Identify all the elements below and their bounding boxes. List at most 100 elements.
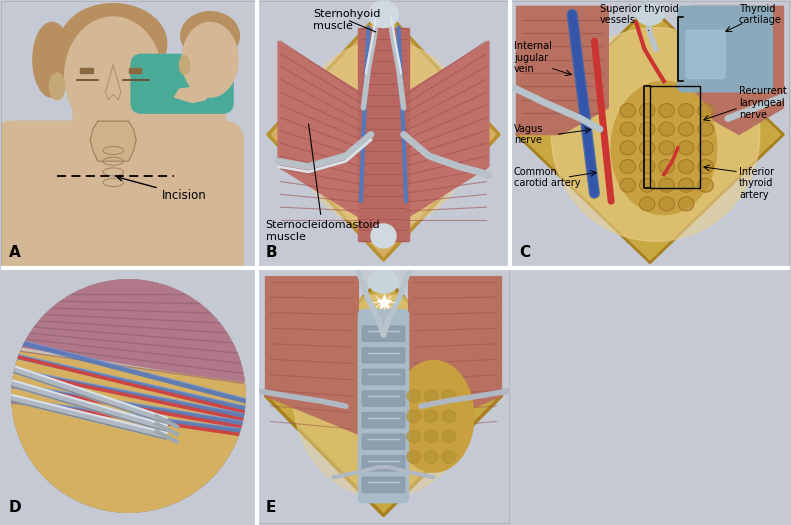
Ellipse shape: [679, 178, 694, 192]
Text: D: D: [9, 500, 21, 516]
Ellipse shape: [369, 270, 399, 293]
Ellipse shape: [371, 224, 396, 248]
Text: B: B: [266, 245, 277, 260]
Text: Superior thyroid
vessels: Superior thyroid vessels: [600, 4, 679, 30]
Ellipse shape: [640, 197, 655, 211]
Polygon shape: [90, 121, 136, 161]
Ellipse shape: [698, 141, 713, 155]
Polygon shape: [80, 68, 93, 73]
Text: Thyroid
cartilage: Thyroid cartilage: [739, 4, 782, 25]
Text: Sternohyoid
muscle: Sternohyoid muscle: [313, 9, 380, 32]
Ellipse shape: [620, 160, 635, 173]
Ellipse shape: [181, 12, 240, 60]
FancyBboxPatch shape: [362, 348, 405, 363]
Ellipse shape: [640, 122, 655, 136]
Ellipse shape: [65, 17, 161, 134]
Ellipse shape: [551, 28, 760, 242]
Text: Common
carotid artery: Common carotid artery: [514, 166, 581, 188]
Ellipse shape: [33, 23, 71, 97]
Text: Inferior
thyroid
artery: Inferior thyroid artery: [739, 166, 774, 200]
Polygon shape: [128, 68, 142, 73]
Circle shape: [11, 279, 246, 513]
Ellipse shape: [296, 41, 471, 228]
Polygon shape: [11, 350, 246, 513]
Ellipse shape: [442, 450, 456, 463]
Ellipse shape: [59, 4, 167, 84]
Text: Sternocleidomastoid
muscle: Sternocleidomastoid muscle: [266, 124, 380, 242]
Ellipse shape: [679, 197, 694, 211]
Ellipse shape: [659, 103, 674, 118]
Ellipse shape: [659, 178, 674, 192]
FancyBboxPatch shape: [362, 391, 405, 406]
Ellipse shape: [679, 160, 694, 173]
FancyBboxPatch shape: [362, 326, 405, 341]
Ellipse shape: [620, 103, 635, 118]
Ellipse shape: [611, 81, 717, 215]
Ellipse shape: [640, 141, 655, 155]
Text: Recurrent
laryngeal
nerve: Recurrent laryngeal nerve: [739, 87, 787, 120]
FancyBboxPatch shape: [362, 456, 405, 471]
Polygon shape: [266, 277, 358, 434]
Text: Vagus
nerve: Vagus nerve: [514, 124, 543, 145]
Ellipse shape: [620, 178, 635, 192]
Polygon shape: [11, 279, 246, 383]
Ellipse shape: [442, 390, 456, 402]
Ellipse shape: [442, 430, 456, 443]
Ellipse shape: [679, 141, 694, 155]
Polygon shape: [174, 87, 210, 102]
Ellipse shape: [407, 410, 421, 423]
Ellipse shape: [640, 160, 655, 173]
Ellipse shape: [369, 1, 399, 28]
Ellipse shape: [407, 430, 421, 443]
Polygon shape: [266, 277, 501, 516]
Ellipse shape: [424, 450, 438, 463]
Ellipse shape: [182, 23, 238, 97]
Polygon shape: [358, 28, 409, 242]
Ellipse shape: [659, 160, 674, 173]
Ellipse shape: [407, 450, 421, 463]
Ellipse shape: [620, 141, 635, 155]
Ellipse shape: [698, 178, 713, 192]
Ellipse shape: [659, 197, 674, 211]
Ellipse shape: [636, 4, 664, 25]
Ellipse shape: [407, 390, 421, 402]
Text: Incision: Incision: [117, 176, 206, 202]
Ellipse shape: [659, 122, 674, 136]
Ellipse shape: [424, 410, 438, 423]
FancyBboxPatch shape: [0, 121, 244, 284]
Text: Internal
jugular
vein: Internal jugular vein: [514, 41, 551, 74]
FancyBboxPatch shape: [362, 369, 405, 385]
Polygon shape: [134, 94, 225, 121]
Ellipse shape: [424, 430, 438, 443]
Text: E: E: [266, 500, 276, 516]
Ellipse shape: [640, 178, 655, 192]
Polygon shape: [268, 9, 499, 260]
Ellipse shape: [50, 73, 65, 100]
FancyBboxPatch shape: [686, 30, 725, 78]
Text: A: A: [9, 245, 21, 260]
FancyBboxPatch shape: [362, 477, 405, 492]
Ellipse shape: [293, 295, 474, 498]
Polygon shape: [278, 41, 363, 220]
Ellipse shape: [394, 361, 474, 472]
Polygon shape: [73, 76, 165, 166]
Polygon shape: [691, 6, 783, 134]
Circle shape: [9, 277, 248, 516]
Ellipse shape: [698, 122, 713, 136]
Ellipse shape: [659, 141, 674, 155]
Ellipse shape: [679, 103, 694, 118]
Text: C: C: [520, 245, 531, 260]
FancyBboxPatch shape: [362, 434, 405, 449]
Ellipse shape: [180, 56, 190, 75]
Polygon shape: [409, 277, 501, 434]
FancyBboxPatch shape: [678, 6, 772, 92]
Ellipse shape: [640, 103, 655, 118]
Ellipse shape: [698, 160, 713, 173]
FancyBboxPatch shape: [131, 55, 233, 113]
Ellipse shape: [442, 410, 456, 423]
Ellipse shape: [698, 103, 713, 118]
Ellipse shape: [424, 390, 438, 402]
FancyBboxPatch shape: [362, 413, 405, 428]
Ellipse shape: [620, 122, 635, 136]
Ellipse shape: [679, 122, 694, 136]
